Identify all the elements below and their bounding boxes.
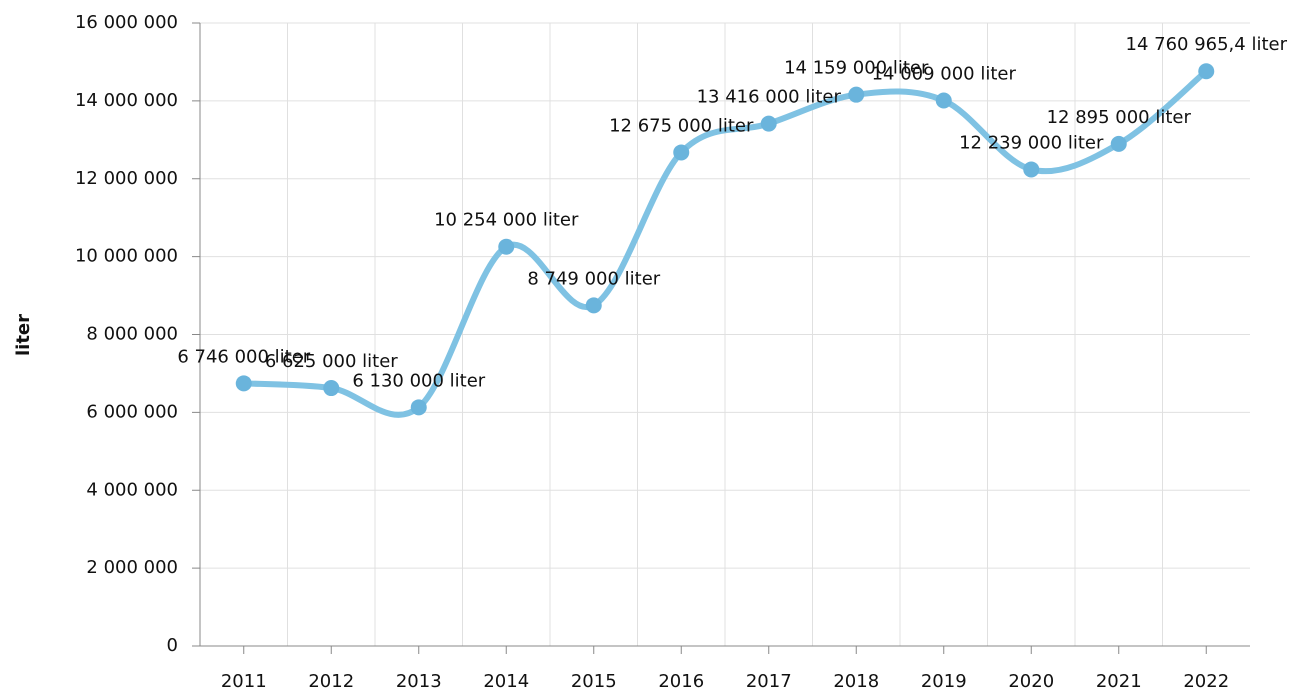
data-label: 14 159 000 liter [784, 58, 929, 79]
data-label: 6 625 000 liter [265, 351, 398, 372]
y-tick-label: 8 000 000 [86, 324, 178, 345]
y-tick-label: 6 000 000 [86, 401, 178, 422]
data-label: 8 749 000 liter [527, 268, 660, 289]
point [673, 144, 690, 161]
y-axis-label: liter [13, 314, 34, 356]
y-tick-label: 4 000 000 [86, 479, 178, 500]
point [498, 238, 515, 255]
y-tick-label: 2 000 000 [86, 557, 178, 578]
point [323, 380, 340, 397]
x-tick-label: 2016 [658, 671, 704, 692]
point [1110, 135, 1127, 152]
data-label: 14 009 000 liter [872, 64, 1017, 85]
x-tick-label: 2013 [396, 671, 442, 692]
y-tick-label: 16 000 000 [75, 12, 178, 33]
x-tick-label: 2012 [308, 671, 354, 692]
point [848, 86, 865, 103]
x-tick-label: 2017 [746, 671, 792, 692]
x-tick-label: 2011 [221, 671, 267, 692]
x-tick-label: 2015 [571, 671, 617, 692]
point [585, 297, 602, 314]
point [760, 115, 777, 132]
point [410, 399, 427, 416]
point [1023, 161, 1040, 178]
x-tick-label: 2018 [833, 671, 879, 692]
x-tick-label: 2014 [483, 671, 529, 692]
data-label: 13 416 000 liter [697, 87, 842, 108]
data-label: 12 239 000 liter [959, 132, 1104, 153]
point [1198, 63, 1215, 80]
point [235, 375, 252, 392]
data-label: 10 254 000 liter [434, 210, 579, 231]
x-tick-label: 2020 [1008, 671, 1054, 692]
data-label: 14 760 965,4 liter [1126, 34, 1288, 55]
x-tick-label: 2022 [1183, 671, 1229, 692]
data-label: 6 746 000 liter [177, 346, 310, 367]
y-tick-label: 14 000 000 [75, 90, 178, 111]
x-tick-label: 2019 [921, 671, 967, 692]
data-label: 6 130 000 liter [352, 370, 485, 391]
y-tick-label: 12 000 000 [75, 168, 178, 189]
x-tick-label: 2021 [1096, 671, 1142, 692]
data-label: 12 675 000 liter [609, 115, 754, 136]
data-label: 12 895 000 liter [1047, 107, 1192, 128]
y-tick-label: 0 [167, 635, 178, 656]
y-tick-label: 10 000 000 [75, 246, 178, 267]
point [935, 92, 952, 109]
